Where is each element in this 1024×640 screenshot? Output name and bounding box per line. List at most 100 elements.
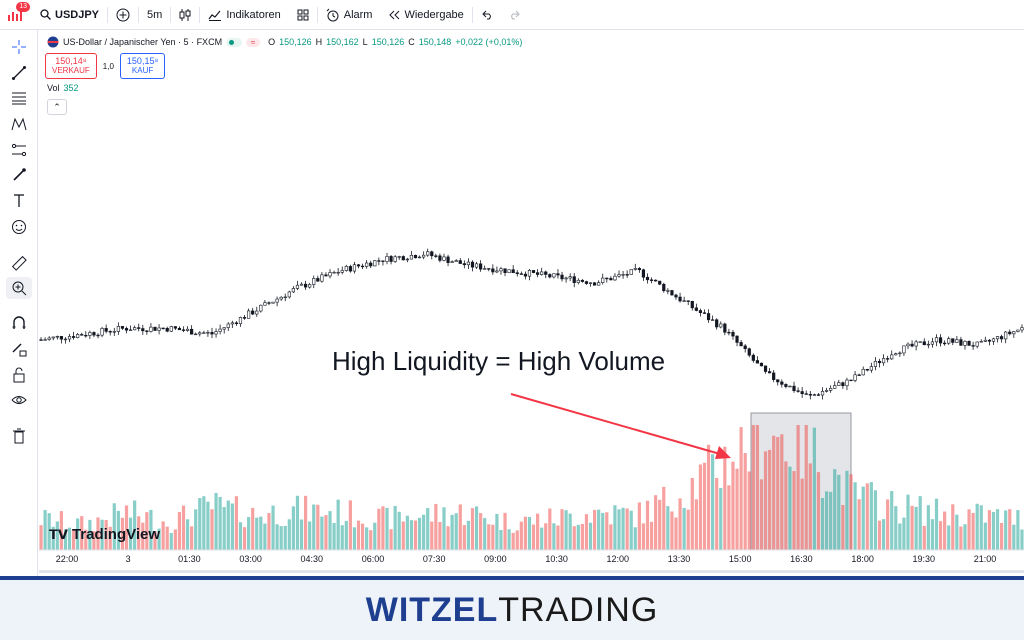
emoji-tool[interactable] <box>6 216 32 238</box>
volume-bar <box>711 454 715 550</box>
volume-bar <box>841 504 845 550</box>
brush-tool[interactable] <box>6 164 32 186</box>
undo-button[interactable] <box>473 0 501 30</box>
candle-body <box>930 341 935 345</box>
forecast-icon <box>11 143 27 157</box>
volume-bar <box>157 528 161 550</box>
zoom-tool[interactable] <box>6 277 32 299</box>
volume-bar <box>918 496 922 550</box>
volume-bar <box>800 478 804 550</box>
volume-bar <box>816 472 821 550</box>
volume-bar <box>666 506 670 550</box>
brand-part1: WITZEL <box>365 590 499 629</box>
chart-type-button[interactable] <box>171 0 199 30</box>
candle-body <box>491 268 495 273</box>
crosshair-tool[interactable] <box>6 36 32 58</box>
candle-body <box>157 327 161 331</box>
stay-drawing-tool[interactable] <box>6 338 32 360</box>
volume-bar <box>540 527 544 550</box>
candle-body <box>751 354 755 361</box>
volume-bar <box>247 517 251 550</box>
volume-bar <box>397 511 401 550</box>
candle-body <box>890 354 894 360</box>
candle-body <box>67 336 72 340</box>
volume-bar <box>59 511 63 550</box>
buy-button[interactable]: 150,15⁸ KAUF <box>119 53 166 79</box>
volume-bar <box>413 520 418 550</box>
candle-body <box>479 263 483 270</box>
candle-body <box>576 279 580 283</box>
volume-bar <box>108 526 112 550</box>
undo-icon <box>482 10 491 19</box>
chart-pane[interactable]: US-Dollar / Japanischer Yen · 5 · FXCM ≈… <box>39 30 1024 576</box>
fib-tool[interactable] <box>6 87 32 109</box>
menu-button[interactable]: 13 <box>0 0 32 30</box>
volume-bar <box>503 512 507 550</box>
replay-button[interactable]: Wiedergabe <box>380 0 471 30</box>
candle-body <box>328 272 332 277</box>
magnet-tool[interactable] <box>6 312 32 334</box>
candle-body <box>271 301 275 304</box>
candle-body <box>829 388 833 391</box>
pattern-tool[interactable] <box>6 113 32 135</box>
volume-bar <box>951 504 955 550</box>
search-icon <box>40 9 51 20</box>
candle-body <box>938 337 943 344</box>
lock-tool[interactable] <box>6 364 32 386</box>
text-tool[interactable] <box>6 190 32 212</box>
measure-tool[interactable] <box>6 252 32 274</box>
volume-bar <box>784 461 788 550</box>
interval-button[interactable]: 5m <box>139 0 170 30</box>
volume-bar <box>796 425 800 550</box>
time-axis-label: 07:30 <box>422 554 446 564</box>
volume-bar <box>332 523 336 550</box>
redo-button[interactable] <box>501 0 529 30</box>
forecast-tool[interactable] <box>6 139 32 161</box>
candle-body <box>161 327 165 330</box>
candle-body <box>515 272 519 275</box>
volume-bar <box>499 529 503 550</box>
delete-tool[interactable] <box>6 425 32 447</box>
candle-body <box>955 339 959 343</box>
alert-button[interactable]: Alarm <box>318 0 381 30</box>
candle-body <box>92 332 96 336</box>
candle-body <box>523 273 527 277</box>
tradingview-logo-icon: 𝗧𝗩 <box>49 526 68 542</box>
indicators-button[interactable]: Indikatoren <box>200 0 288 30</box>
sell-button[interactable]: 150,14⁸ VERKAUF <box>45 53 97 79</box>
trend-line-tool[interactable] <box>6 62 32 84</box>
candle-body <box>401 256 405 261</box>
volume-bar <box>857 499 861 550</box>
compare-button[interactable] <box>108 0 138 30</box>
candle-body <box>47 337 51 340</box>
timeline-scrollbar <box>39 570 1024 573</box>
volume-bar <box>450 514 454 550</box>
collapse-legend-button[interactable]: ⌃ <box>47 99 67 115</box>
volume-bar <box>487 524 491 550</box>
symbol-search-button[interactable]: USDJPY <box>32 0 107 30</box>
symbol-legend[interactable]: US-Dollar / Japanischer Yen · 5 · FXCM ≈… <box>47 36 522 48</box>
candle-body <box>185 328 190 331</box>
volume-legend[interactable]: Vol 352 <box>47 83 79 93</box>
candle-body <box>80 334 84 336</box>
visibility-tool[interactable] <box>6 389 32 411</box>
candle-body <box>222 327 226 330</box>
candle-body <box>202 332 206 334</box>
spread-value: 1,0 <box>102 61 114 71</box>
annotation-arrowhead <box>715 446 731 459</box>
candle-body <box>218 328 222 332</box>
candle-body <box>947 338 951 344</box>
candle-body <box>601 277 605 283</box>
indicators-label: Indikatoren <box>226 8 281 21</box>
time-axis-label: 13:30 <box>667 554 691 564</box>
zoom-in-icon <box>12 281 27 296</box>
volume-bar <box>283 525 287 550</box>
data-status-icon: ≈ <box>246 37 261 47</box>
candle-body <box>348 266 352 272</box>
volume-bar <box>328 511 332 550</box>
price-chart[interactable] <box>39 30 1024 576</box>
volume-bar <box>987 510 992 550</box>
flag-icon <box>47 36 59 48</box>
layout-button[interactable] <box>289 0 317 30</box>
volume-bar <box>190 526 194 550</box>
